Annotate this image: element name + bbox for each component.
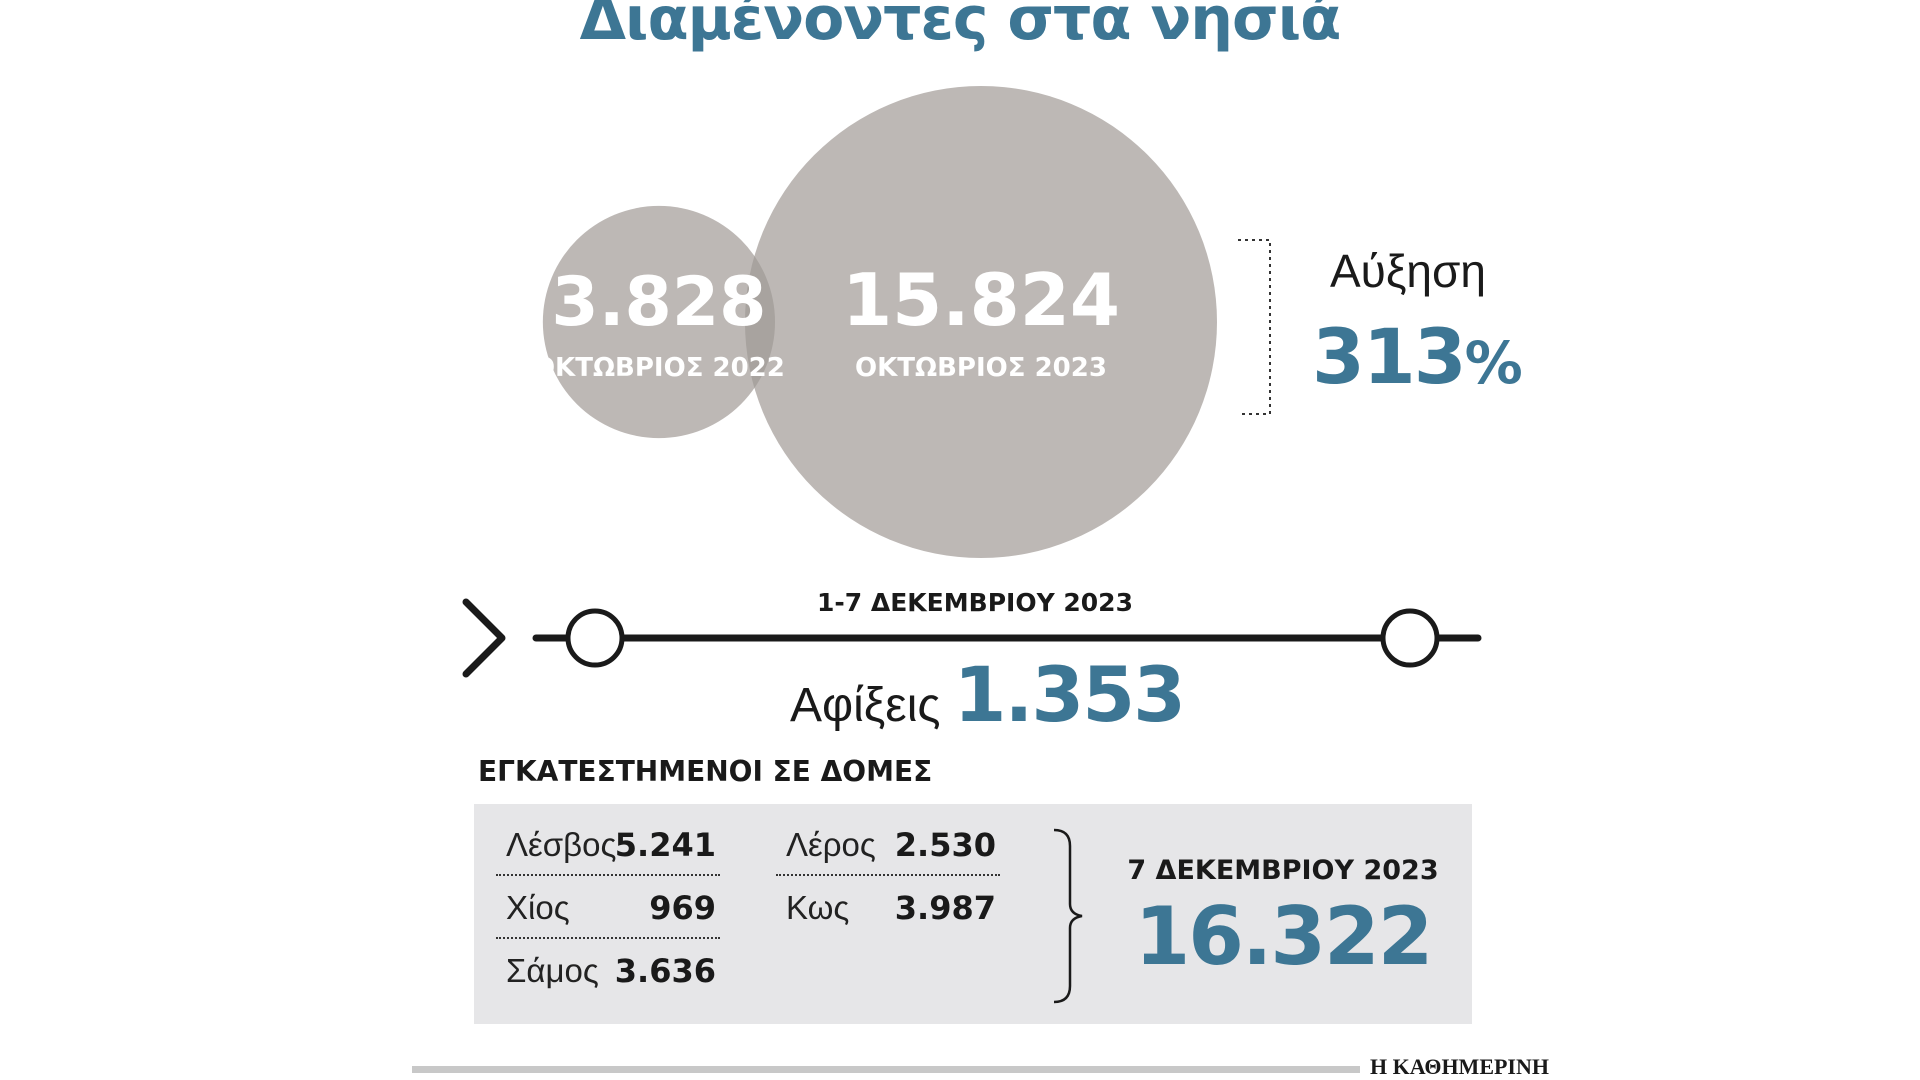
- bubble-label-october-2022: ΟΚΤΩΒΡΙΟΣ 2022: [533, 353, 785, 383]
- total-brace: [1053, 828, 1083, 1004]
- timeline-period: 1-7 ΔΕΚΕΜΒΡΙΟΥ 2023: [817, 588, 1133, 617]
- bubble-value-october-2023: 15.824: [842, 258, 1120, 342]
- increase-label: Αύξηση: [1330, 245, 1486, 297]
- island-row-samos: Σάμος 3.636: [496, 942, 720, 1002]
- island-count: 3.636: [614, 952, 716, 990]
- structures-heading: ΕΓΚΑΤΕΣΤΗΜΕΝΟΙ ΣΕ ΔΟΜΕΣ: [478, 755, 933, 788]
- island-row-kos: Κως 3.987: [776, 879, 1000, 939]
- structures-panel: Λέσβος 5.241 Χίος 969 Σάμος 3.636 Λέρος …: [474, 804, 1472, 1024]
- bubble-october-2022: [542, 205, 775, 439]
- chevron-right-icon: [462, 598, 506, 678]
- bubble-october-2023: [745, 86, 1217, 558]
- island-count: 5.241: [614, 826, 716, 864]
- total-value: 16.322: [1134, 890, 1434, 983]
- island-count: 3.987: [894, 889, 996, 927]
- island-name: Λέρος: [786, 826, 876, 863]
- island-count: 969: [649, 889, 716, 927]
- arrivals-value: 1.353: [953, 650, 1186, 739]
- footer-bar: [412, 1066, 1360, 1073]
- bubble-value-october-2022: 3.828: [551, 263, 766, 342]
- island-row-lesvos: Λέσβος 5.241: [496, 816, 720, 876]
- island-count: 2.530: [894, 826, 996, 864]
- brand-logo: Η ΚΑΘΗΜΕΡΙΝΗ: [1370, 1054, 1549, 1079]
- island-name: Σάμος: [506, 952, 599, 989]
- island-name: Κως: [786, 889, 850, 926]
- island-row-chios: Χίος 969: [496, 879, 720, 939]
- arrivals: Αφίξεις 1.353: [790, 650, 1186, 739]
- increase-bracket: [1238, 239, 1271, 415]
- island-name: Χίος: [506, 889, 570, 926]
- increase-number: 313: [1312, 312, 1467, 401]
- total-date: 7 ΔΕΚΕΜΒΡΙΟΥ 2023: [1127, 855, 1439, 886]
- increase-value: 313%: [1312, 312, 1523, 401]
- chart-title: Διαμένοντες στα νησιά: [579, 0, 1342, 54]
- timeline-start-node: [565, 608, 625, 668]
- bubble-label-october-2023: ΟΚΤΩΒΡΙΟΣ 2023: [855, 353, 1107, 383]
- island-row-leros: Λέρος 2.530: [776, 816, 1000, 876]
- island-name: Λέσβος: [506, 826, 617, 863]
- arrivals-label: Αφίξεις: [790, 679, 941, 732]
- timeline-end-node: [1380, 608, 1440, 668]
- increase-unit: %: [1464, 329, 1523, 397]
